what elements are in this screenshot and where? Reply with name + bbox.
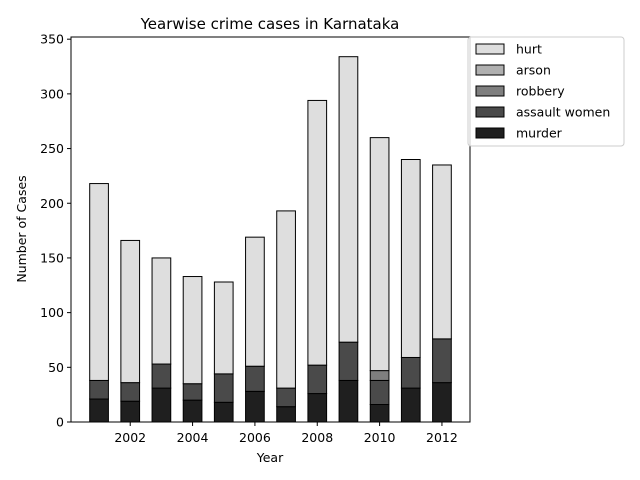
bar-murder-2005 [213, 401, 234, 423]
legend-swatch-robbery [475, 85, 505, 97]
legend-swatch-assault-women [475, 106, 505, 118]
bar-murder-2009 [338, 379, 359, 423]
bar-assault-women-2010 [369, 379, 390, 405]
legend-swatch-hurt [475, 43, 505, 55]
bar-murder-2011 [400, 387, 421, 423]
legend-frame [467, 36, 625, 147]
legend-label-murder: murder [516, 126, 563, 141]
bar-assault-women-2012 [432, 338, 452, 384]
y-tick-label: 50 [48, 360, 64, 375]
y-tick-label: 150 [40, 250, 64, 265]
bars-group [89, 56, 452, 423]
x-axis-title: Year [256, 450, 284, 465]
legend-label-robbery: robbery [516, 84, 565, 99]
bar-assault-women-2007 [276, 387, 296, 408]
bar-assault-women-2004 [182, 383, 203, 401]
bar-hurt-2010 [369, 137, 390, 372]
y-tick-label: 300 [40, 86, 64, 101]
bar-murder-2010 [369, 404, 390, 423]
bar-murder-2008 [307, 393, 328, 423]
plot-area-frame [70, 36, 471, 423]
x-tick-label: 2004 [177, 430, 209, 445]
legend-label-assault-women: assault women [516, 105, 610, 120]
chart-title: Yearwise crime cases in Karnataka [140, 15, 400, 33]
x-tick-label: 2006 [239, 430, 271, 445]
x-tick-label: 2012 [426, 430, 458, 445]
bar-assault-women-2002 [120, 382, 141, 402]
bar-hurt-2009 [338, 56, 359, 343]
bar-hurt-2001 [89, 183, 109, 381]
bar-hurt-2003 [151, 257, 172, 365]
bar-hurt-2002 [120, 239, 141, 384]
bar-hurt-2004 [182, 276, 203, 385]
bar-assault-women-2008 [307, 364, 328, 395]
x-axis-ticks: 2002 2004 2006 2008 2010 2012 [114, 422, 458, 445]
bar-murder-2012 [432, 382, 452, 423]
x-tick-label: 2010 [364, 430, 396, 445]
bar-murder-2001 [89, 398, 109, 423]
bar-assault-women-2006 [245, 365, 265, 392]
y-tick-label: 350 [40, 32, 64, 47]
bar-murder-2003 [151, 387, 172, 423]
y-tick-label: 100 [40, 305, 64, 320]
bar-hurt-2005 [213, 281, 234, 375]
bar-robbery-2010 [369, 370, 390, 381]
y-tick-label: 0 [56, 415, 64, 430]
bar-hurt-2012 [432, 164, 452, 340]
y-tick-label: 200 [40, 196, 64, 211]
y-axis-title: Number of Cases [14, 175, 29, 282]
bar-murder-2006 [245, 390, 265, 423]
bar-assault-women-2011 [400, 356, 421, 389]
bar-murder-2002 [120, 400, 141, 423]
bar-hurt-2006 [245, 236, 265, 367]
y-axis-ticks: 0 50 100 150 200 250 300 350 [40, 32, 71, 430]
bar-hurt-2008 [307, 99, 328, 366]
bar-assault-women-2003 [151, 363, 172, 389]
bar-murder-2004 [182, 399, 203, 423]
legend-swatch-murder [475, 127, 505, 139]
y-tick-label: 250 [40, 141, 64, 156]
bar-assault-women-2009 [338, 341, 359, 381]
bar-assault-women-2001 [89, 379, 109, 400]
bar-assault-women-2005 [213, 373, 234, 403]
x-tick-label: 2008 [301, 430, 333, 445]
legend-label-hurt: hurt [516, 42, 542, 57]
legend-swatch-arson [475, 64, 505, 76]
bar-hurt-2011 [400, 159, 421, 358]
legend: hurt arson robbery assault women murder [467, 36, 625, 147]
bar-hurt-2007 [276, 210, 296, 389]
bar-murder-2007 [276, 406, 296, 423]
x-tick-label: 2002 [114, 430, 146, 445]
legend-label-arson: arson [516, 63, 551, 78]
